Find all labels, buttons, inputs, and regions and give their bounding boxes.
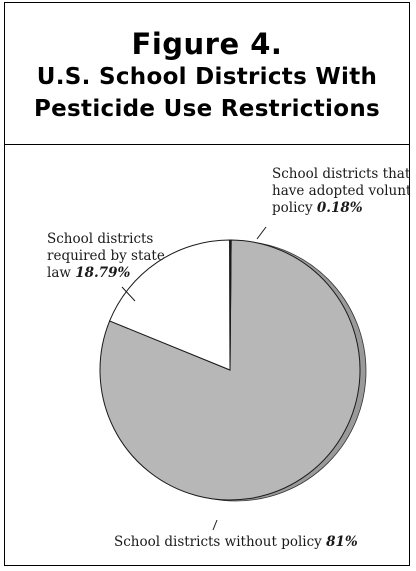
slice-label-voluntary-line1: School districts that xyxy=(272,166,409,182)
chart-title-line-2: Pesticide Use Restrictions xyxy=(34,96,380,122)
leader-line-voluntary xyxy=(256,226,267,240)
slice-label-state-law-line1: School districts xyxy=(47,231,153,247)
slice-label-voluntary-line3: policy xyxy=(272,200,317,216)
slice-label-state-law-line3: law xyxy=(47,265,75,281)
slice-value-voluntary: 0.18% xyxy=(317,200,363,216)
chart-area: School districts that have adopted volun… xyxy=(5,145,416,565)
figure-header: Figure 4. U.S. School Districts With Pes… xyxy=(5,3,409,145)
slice-label-without-policy-line1: School districts without policy xyxy=(114,534,326,550)
leader-line-without-policy xyxy=(212,519,218,531)
slice-label-state-law-line2: required by state xyxy=(47,248,165,264)
pie-chart: School districts that have adopted volun… xyxy=(47,166,416,550)
slice-label-voluntary: School districts that have adopted volun… xyxy=(272,166,409,216)
slice-value-without-policy: 81% xyxy=(326,534,358,550)
slice-value-state-law: 18.79% xyxy=(75,265,130,281)
pie-slices xyxy=(99,239,367,502)
figure-label: Figure 4. xyxy=(131,27,283,61)
slice-label-without-policy: School districts without policy 81% xyxy=(114,534,358,550)
slice-label-voluntary-line2: have adopted voluntary xyxy=(272,183,409,199)
slice-voluntary xyxy=(229,239,232,371)
chart-title-line-1: U.S. School Districts With xyxy=(36,64,378,90)
leader-line-state-law xyxy=(121,286,136,302)
figure-frame: Figure 4. U.S. School Districts With Pes… xyxy=(4,2,416,566)
slice-label-state-law: School districts required by state law 1… xyxy=(47,231,169,281)
slice-state-law xyxy=(108,239,231,371)
